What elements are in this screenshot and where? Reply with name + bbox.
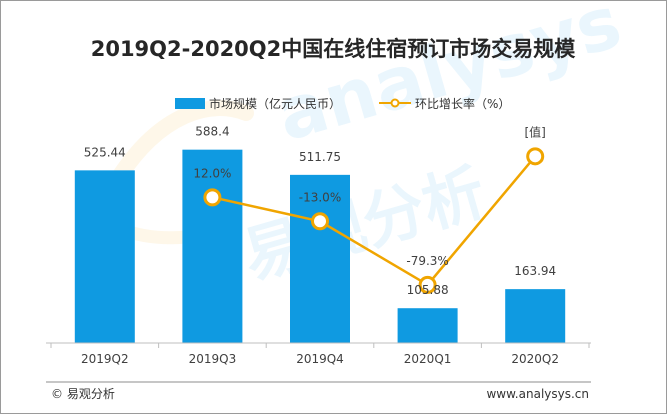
growth-label-2020Q1: -79.3% — [406, 254, 448, 268]
bar-2020Q2 — [505, 289, 566, 343]
x-tick-label-2019Q4: 2019Q4 — [296, 352, 344, 366]
growth-rate-line — [212, 155, 537, 287]
svg-text:analysys: analysys — [268, 1, 630, 157]
bar-2020Q1 — [397, 308, 458, 343]
footer-source: © 易观分析 — [51, 387, 115, 401]
chart-title: 2019Q2-2020Q2中国在线住宿预订市场交易规模 — [91, 37, 577, 61]
x-tick-label-2020Q2: 2020Q2 — [511, 352, 559, 366]
x-axis-ticks: 2019Q2 2019Q3 2019Q4 2020Q1 2020Q2 — [50, 343, 590, 366]
x-tick-label-2019Q2: 2019Q2 — [81, 352, 129, 366]
legend-line-label: 环比增长率（%） — [415, 96, 510, 111]
bar-value-label-2020Q2: 163.94 — [514, 264, 556, 278]
growth-label-2019Q4: -13.0% — [299, 190, 341, 204]
growth-point-2020Q2 — [526, 147, 545, 166]
bar-2019Q3 — [182, 149, 243, 343]
growth-point-2019Q3 — [203, 188, 222, 207]
footer-website: www.analysys.cn — [486, 387, 589, 401]
bar-value-label-2020Q1: 105.88 — [407, 283, 449, 297]
legend-bar-label: 市场规模（亿元人民币） — [209, 96, 341, 111]
bar-value-label-2019Q2: 525.44 — [84, 145, 126, 159]
legend: 市场规模（亿元人民币） 环比增长率（%） — [175, 96, 510, 111]
bar-2019Q2 — [74, 170, 135, 343]
growth-label-2019Q3: 12.0% — [193, 166, 231, 180]
legend-line-marker — [390, 98, 400, 108]
x-tick-label-2020Q1: 2020Q1 — [404, 352, 452, 366]
svg-text:易观分析: 易观分析 — [235, 155, 494, 294]
growth-label-2020Q2: [值] — [525, 124, 546, 139]
growth-line-group — [203, 147, 545, 294]
bar-value-label-2019Q4: 511.75 — [299, 150, 341, 164]
bar-2019Q4 — [290, 174, 350, 343]
bar-value-label-2019Q3: 588.4 — [195, 125, 229, 139]
bars-group — [74, 149, 566, 343]
legend-bar-swatch — [175, 98, 205, 109]
growth-point-2019Q4 — [311, 212, 329, 231]
growth-point-2020Q1 — [418, 275, 437, 294]
data-labels-group: 525.44 588.4 511.75 105.88 163.94 12.0% -13.0%… — [84, 124, 556, 297]
x-tick-label-2019Q3: 2019Q3 — [189, 352, 237, 366]
